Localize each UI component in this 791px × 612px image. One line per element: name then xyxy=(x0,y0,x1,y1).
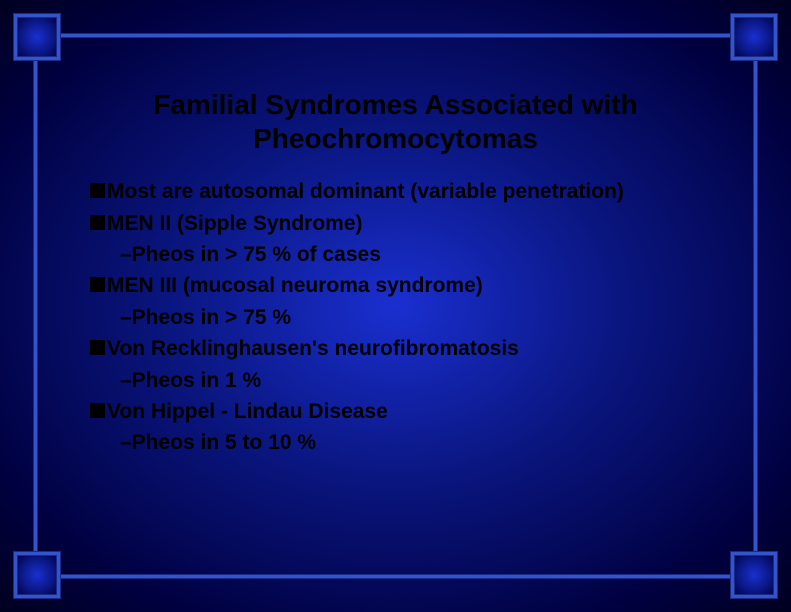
bullet-text: Von Hippel - Lindau Disease xyxy=(107,397,388,426)
bullet-text: MEN II (Sipple Syndrome) xyxy=(107,209,363,238)
corner-ornament-bl xyxy=(14,552,60,598)
square-bullet-icon xyxy=(90,340,105,355)
corner-ornament-br xyxy=(731,552,777,598)
sub-text: –Pheos in 1 % xyxy=(120,369,261,392)
corner-ornament-tl xyxy=(14,14,60,60)
sub-item: –Pheos in > 75 % of cases xyxy=(90,240,701,269)
sub-item: –Pheos in 5 to 10 % xyxy=(90,428,701,457)
list-item: Most are autosomal dominant (variable pe… xyxy=(90,177,701,206)
bullet-list: Most are autosomal dominant (variable pe… xyxy=(90,177,701,458)
bullet-text: MEN III (mucosal neuroma syndrome) xyxy=(107,271,483,300)
slide-content: Familial Syndromes Associated with Pheoc… xyxy=(90,88,701,460)
corner-ornament-tr xyxy=(731,14,777,60)
sub-text: –Pheos in > 75 % xyxy=(120,306,291,329)
square-bullet-icon xyxy=(90,403,105,418)
sub-text: –Pheos in > 75 % of cases xyxy=(120,243,381,266)
bullet-text: Most are autosomal dominant (variable pe… xyxy=(107,177,624,206)
list-item: Von Recklinghausen's neurofibromatosis xyxy=(90,334,701,363)
slide-title: Familial Syndromes Associated with Pheoc… xyxy=(90,88,701,155)
sub-item: –Pheos in > 75 % xyxy=(90,303,701,332)
list-item: Von Hippel - Lindau Disease xyxy=(90,397,701,426)
title-line-1: Familial Syndromes Associated with xyxy=(153,89,637,120)
square-bullet-icon xyxy=(90,183,105,198)
square-bullet-icon xyxy=(90,277,105,292)
list-item: MEN III (mucosal neuroma syndrome) xyxy=(90,271,701,300)
bullet-text: Von Recklinghausen's neurofibromatosis xyxy=(107,334,519,363)
title-line-2: Pheochromocytomas xyxy=(253,123,538,154)
square-bullet-icon xyxy=(90,215,105,230)
sub-item: –Pheos in 1 % xyxy=(90,366,701,395)
sub-text: –Pheos in 5 to 10 % xyxy=(120,431,316,454)
list-item: MEN II (Sipple Syndrome) xyxy=(90,209,701,238)
